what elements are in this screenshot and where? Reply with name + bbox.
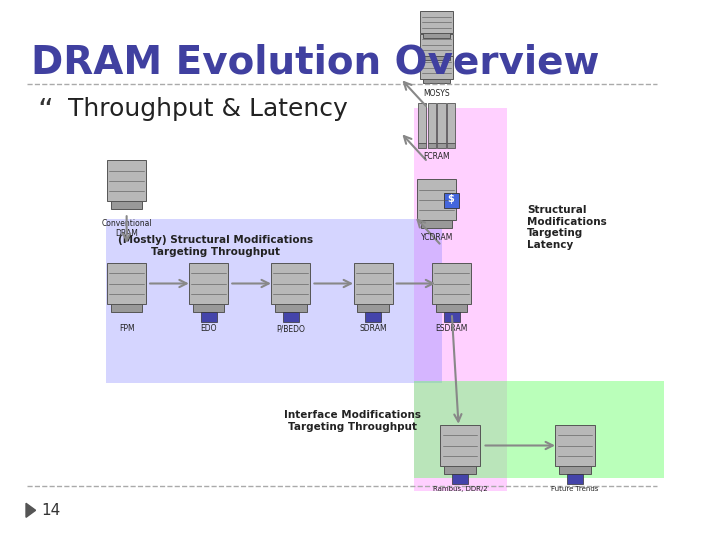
Bar (417, 179, 456, 220)
Bar (421, 220, 452, 228)
Text: ESDRAM: ESDRAM (436, 324, 468, 333)
Text: (Mostly) Structural Modifications
Targeting Throughput: (Mostly) Structural Modifications Target… (118, 235, 313, 256)
Text: FCRAM: FCRAM (423, 152, 450, 161)
Text: Interface Modifications
Targeting Throughput: Interface Modifications Targeting Throug… (284, 410, 421, 432)
Bar (111, 201, 143, 210)
Bar (447, 103, 455, 143)
Text: Rambus, DDR/2: Rambus, DDR/2 (433, 486, 487, 492)
Bar (193, 304, 225, 312)
Bar (420, 11, 454, 33)
Bar (107, 160, 146, 201)
FancyBboxPatch shape (414, 108, 507, 491)
Text: 14: 14 (41, 503, 60, 518)
Text: YCDRAM: YCDRAM (420, 233, 453, 242)
Bar (201, 312, 217, 322)
Bar (189, 263, 228, 304)
Text: “: “ (37, 97, 53, 126)
Bar (559, 466, 590, 474)
Bar (275, 304, 307, 312)
Text: P/BEDO: P/BEDO (276, 324, 305, 333)
Text: Future Trends: Future Trends (552, 486, 599, 492)
Bar (423, 56, 450, 60)
Bar (428, 103, 436, 143)
Text: FPM: FPM (119, 324, 135, 333)
Bar (418, 143, 426, 148)
Text: MOSYS: MOSYS (423, 89, 450, 98)
Bar (111, 304, 143, 312)
Bar (365, 312, 382, 322)
Text: Conventional
DRAM: Conventional DRAM (102, 219, 152, 238)
Bar (418, 103, 426, 143)
Bar (271, 263, 310, 304)
Bar (420, 33, 454, 56)
Text: SDRAM: SDRAM (359, 324, 387, 333)
Text: Structural
Modifications
Targeting
Latency: Structural Modifications Targeting Laten… (527, 205, 607, 250)
Bar (423, 79, 450, 83)
Bar (283, 312, 299, 322)
Bar (438, 103, 446, 143)
Text: Throughput & Latency: Throughput & Latency (68, 97, 348, 121)
Text: DRAM Evolution Overview: DRAM Evolution Overview (31, 43, 599, 81)
Bar (438, 143, 446, 148)
Bar (420, 56, 454, 79)
Bar (567, 474, 583, 484)
Bar (107, 263, 146, 304)
FancyBboxPatch shape (106, 219, 441, 383)
Bar (357, 304, 389, 312)
Bar (423, 33, 450, 38)
Text: EDO: EDO (201, 324, 217, 333)
Text: $: $ (448, 194, 454, 204)
Bar (444, 193, 459, 208)
Bar (444, 466, 476, 474)
Bar (432, 263, 472, 304)
Bar (444, 312, 460, 322)
Bar (354, 263, 392, 304)
Bar (441, 425, 480, 466)
Bar (447, 143, 455, 148)
FancyBboxPatch shape (414, 381, 664, 478)
Bar (428, 143, 436, 148)
Bar (436, 304, 467, 312)
Bar (556, 425, 595, 466)
Polygon shape (26, 503, 35, 517)
Bar (451, 474, 468, 484)
